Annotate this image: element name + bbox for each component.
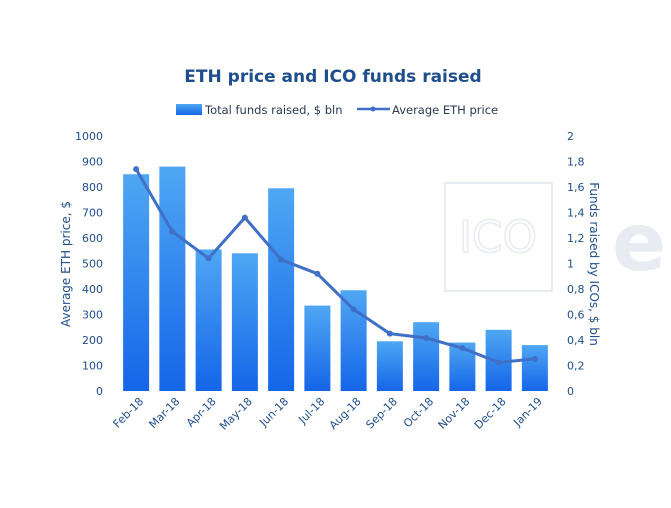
bar-Aug-18	[340, 290, 367, 391]
x-tick-label: Jul-18	[295, 395, 327, 427]
watermark-logo: ICO e	[444, 182, 666, 292]
y-right-tick-label: 1,6	[567, 181, 585, 194]
x-tick-label: Mar-18	[146, 395, 182, 431]
eth-price-line	[134, 168, 536, 364]
y-right-tick-label: 2	[567, 130, 574, 143]
y-right-tick-label: 1,4	[567, 207, 585, 220]
line-point-Jun-18	[278, 256, 285, 263]
y-left-tick-label: 100	[82, 360, 103, 373]
watermark-box	[444, 182, 553, 292]
legend-swatch-marker	[370, 106, 376, 112]
legend: Total funds raised, $ bln Average ETH pr…	[176, 103, 498, 117]
y-left-tick-label: 900	[82, 156, 103, 169]
bar-Apr-18	[195, 249, 222, 391]
bar-Jul-18	[304, 305, 331, 391]
chart-title: ETH price and ICO funds raised	[184, 67, 481, 87]
line-point-Aug-18	[350, 306, 357, 313]
x-tick-label: Aug-18	[327, 395, 364, 432]
x-tick-label: Oct-18	[401, 395, 436, 430]
bar-Sep-18	[376, 341, 403, 391]
legend-label-bar: Total funds raised, $ bln	[204, 103, 343, 117]
y-left-tick-label: 500	[82, 258, 103, 271]
line-point-Feb-18	[133, 166, 140, 173]
y-right-tick-label: 0,2	[567, 360, 585, 373]
y-right-tick-label: 1,8	[567, 156, 585, 169]
line-point-Dec-18	[495, 359, 502, 366]
y-left-tick-label: 0	[96, 385, 103, 398]
line-point-Jan-19	[531, 355, 538, 362]
x-tick-label: Feb-18	[111, 395, 147, 431]
legend-label-line: Average ETH price	[392, 103, 498, 117]
line-point-May-18	[241, 214, 248, 221]
y-right-tick-label: 0,6	[567, 309, 585, 322]
y-right-tick-label: 0,8	[567, 283, 585, 296]
line-point-Sep-18	[386, 330, 393, 337]
x-tick-label: Jan-19	[510, 395, 545, 430]
x-tick-label: Nov-18	[436, 395, 473, 432]
line-point-Jul-18	[314, 270, 321, 277]
y-right-tick-label: 1	[567, 258, 574, 271]
watermark-partial-text: e	[612, 196, 666, 289]
x-tick-label: May-18	[217, 395, 255, 433]
bar-Oct-18	[413, 322, 440, 391]
bar-May-18	[231, 253, 258, 391]
x-tick-label: Dec-18	[472, 395, 509, 432]
axis-ticks: 0 100 200 300 400 500 600 700 800 900 1000 0 0,2 0,4 0…	[75, 130, 585, 398]
x-tick-label: Sep-18	[363, 395, 400, 432]
line-point-Nov-18	[459, 345, 466, 352]
line-point-Apr-18	[205, 255, 212, 262]
y-right-tick-label: 0,4	[567, 334, 585, 347]
y-right-tick-label: 0	[567, 385, 574, 398]
line-point-Mar-18	[169, 228, 176, 235]
bar-Jan-19	[521, 345, 548, 391]
y-left-tick-label: 700	[82, 207, 103, 220]
y-left-tick-label: 300	[82, 309, 103, 322]
legend-swatch-bar	[176, 104, 202, 115]
y-left-tick-label: 800	[82, 181, 103, 194]
line-series	[133, 166, 538, 366]
bar-series	[123, 166, 548, 391]
y-axis-left-title: Average ETH price, $	[59, 201, 73, 327]
bar-Mar-18	[159, 166, 186, 391]
x-tick-label: Jun-18	[256, 395, 291, 430]
y-left-tick-label: 200	[82, 334, 103, 347]
watermark-text: ICO	[459, 212, 537, 263]
y-left-tick-label: 400	[82, 283, 103, 296]
bar-Feb-18	[123, 174, 150, 391]
bar-Jun-18	[268, 188, 295, 391]
y-axis-right-title: Funds raised by ICOs, $ bln	[587, 182, 601, 346]
line-point-Oct-18	[423, 334, 430, 341]
y-left-tick-label: 1000	[75, 130, 103, 143]
x-tick-label: Apr-18	[184, 395, 219, 430]
y-left-tick-label: 600	[82, 232, 103, 245]
y-right-tick-label: 1,2	[567, 232, 585, 245]
